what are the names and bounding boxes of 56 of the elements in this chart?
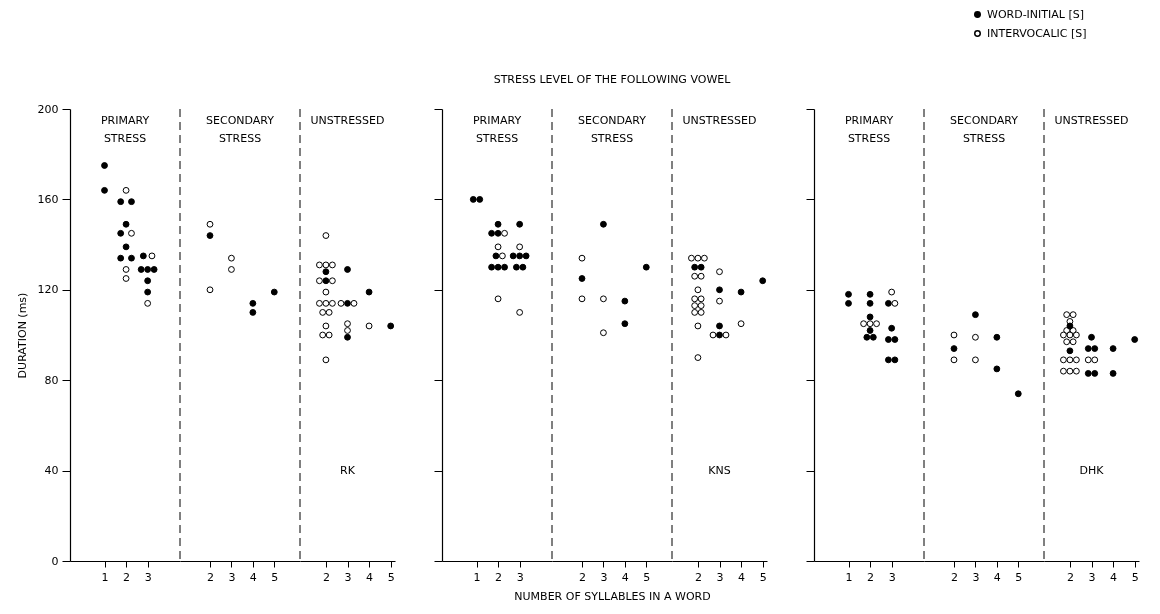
y-tick-label: 160	[37, 192, 59, 206]
x-tick-label: 3	[600, 570, 608, 584]
annotation: RK	[340, 463, 356, 477]
x-tick-label: 2	[694, 570, 702, 584]
x-axis-title: NUMBER OF SYLLABLES IN A WORD	[514, 589, 711, 603]
annotation: DHK	[1079, 463, 1105, 477]
x-tick-label: 3	[516, 570, 524, 584]
text: PRIMARY STRESS	[472, 114, 522, 145]
x-tick-label: 3	[1088, 570, 1096, 584]
x-tick-label: 2	[123, 570, 131, 584]
x-tick-label: 2	[1066, 570, 1074, 584]
text: PRIMARY STRESS	[100, 114, 150, 145]
x-tick-label: 1	[845, 570, 853, 584]
x-tick-label: 5	[387, 570, 395, 584]
x-tick-label: 4	[738, 570, 746, 584]
x-tick-label: 2	[951, 570, 958, 584]
y-tick-label: 0	[51, 554, 59, 568]
x-tick-label: 1	[473, 570, 481, 584]
x-tick-label: 3	[344, 570, 352, 584]
legend-label: WORD-INITIAL [S]	[987, 7, 1085, 21]
text: PRIMARY STRESS	[844, 114, 894, 145]
x-tick-label: 4	[1110, 570, 1118, 584]
y-tick-label: 80	[44, 373, 59, 387]
x-tick-label: 5	[271, 570, 279, 584]
x-tick-label: 3	[716, 570, 724, 584]
y-tick-label: 200	[37, 102, 59, 116]
x-tick-label: 5	[643, 570, 651, 584]
x-tick-label: 2	[207, 570, 214, 584]
text: UNSTRESSED	[310, 114, 385, 127]
x-tick-label: 3	[144, 570, 152, 584]
text: SECONDARY STRESS	[206, 114, 275, 145]
x-tick-label: 3	[228, 570, 236, 584]
x-tick-label: 2	[322, 570, 330, 584]
x-tick-label: 3	[972, 570, 980, 584]
x-tick-label: 2	[495, 570, 503, 584]
x-tick-label: 2	[579, 570, 586, 584]
x-tick-label: 1	[101, 570, 109, 584]
x-tick-label: 4	[249, 570, 257, 584]
text: UNSTRESSED	[1054, 114, 1129, 127]
chart-subtitle: STRESS LEVEL OF THE FOLLOWING VOWEL	[493, 73, 732, 86]
x-tick-label: 4	[621, 570, 629, 584]
x-tick-label: 5	[759, 570, 767, 584]
y-axis-title: DURATION (ms)	[15, 292, 29, 379]
x-tick-label: 2	[867, 570, 875, 584]
y-tick-label: 40	[44, 464, 59, 478]
text: SECONDARY STRESS	[950, 114, 1019, 145]
x-tick-label: 5	[1015, 570, 1023, 584]
x-tick-label: 3	[888, 570, 896, 584]
annotation: KNS	[708, 463, 731, 477]
x-tick-label: 4	[366, 570, 374, 584]
y-tick-label: 120	[37, 283, 59, 297]
text: SECONDARY STRESS	[578, 114, 647, 145]
x-tick-label: 5	[1131, 570, 1139, 584]
text: UNSTRESSED	[682, 114, 757, 127]
legend-label: INTERVOCALIC [S]	[987, 26, 1087, 40]
x-tick-label: 4	[993, 570, 1001, 584]
